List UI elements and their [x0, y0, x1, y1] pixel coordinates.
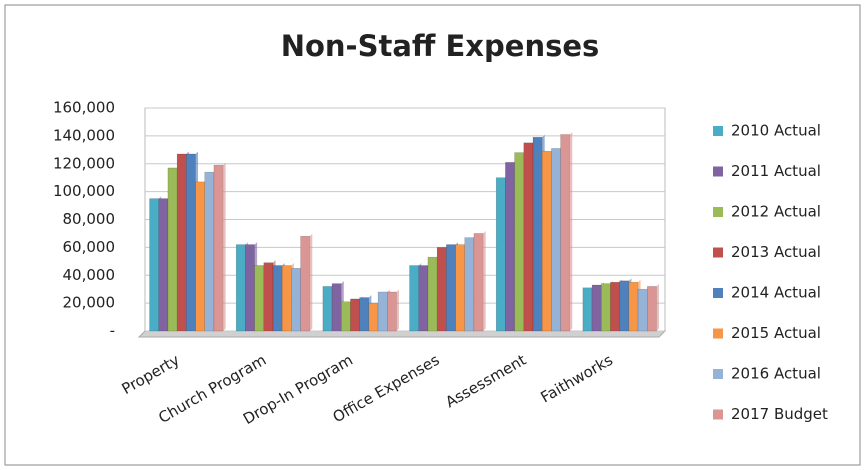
- bar: [149, 198, 159, 332]
- bar: [341, 301, 351, 332]
- bar: [628, 281, 639, 332]
- bar: [235, 244, 246, 332]
- bar: [281, 265, 292, 332]
- bar: [514, 152, 525, 332]
- bar: [427, 256, 438, 332]
- y-tick-label: -: [110, 322, 115, 340]
- bar: [541, 150, 552, 332]
- legend-swatch: [713, 288, 723, 298]
- legend-swatch: [713, 126, 723, 136]
- bar: [195, 181, 205, 332]
- bar-side: [396, 289, 399, 331]
- bar: [446, 244, 456, 332]
- y-tick-label: 100,000: [53, 182, 115, 200]
- bar: [637, 288, 648, 332]
- bar: [359, 297, 370, 332]
- bar: [551, 148, 561, 332]
- bar-group: [473, 230, 486, 332]
- legend-label: 2013 Actual: [731, 243, 821, 261]
- bar: [377, 291, 388, 332]
- bar: [560, 134, 571, 332]
- bar: [523, 142, 534, 332]
- legend-label: 2015 Actual: [731, 324, 821, 342]
- bar: [167, 167, 178, 332]
- bar: [322, 286, 333, 332]
- bar-group: [560, 131, 573, 332]
- bar: [368, 302, 379, 332]
- bar: [582, 287, 593, 332]
- y-tick-label: 120,000: [53, 154, 115, 172]
- bar: [619, 280, 630, 332]
- bar-group: [213, 162, 226, 332]
- y-tick-label: 80,000: [63, 210, 116, 228]
- chart-title: Non-Staff Expenses: [281, 29, 600, 63]
- bar: [505, 162, 515, 332]
- legend-swatch: [713, 369, 723, 379]
- y-tick-label: 60,000: [63, 238, 116, 256]
- legend-label: 2014 Actual: [731, 284, 821, 302]
- bar: [532, 137, 543, 332]
- bar: [409, 265, 419, 332]
- legend-label: 2016 Actual: [731, 365, 821, 383]
- bar: [387, 291, 397, 332]
- bar-group: [387, 289, 399, 332]
- bar: [272, 265, 283, 332]
- bar: [300, 235, 311, 332]
- legend-label: 2010 Actual: [731, 122, 821, 140]
- bar: [254, 265, 265, 332]
- legend-label: 2012 Actual: [731, 203, 821, 221]
- bar: [647, 286, 657, 332]
- bar: [591, 284, 602, 332]
- bar-side: [569, 131, 573, 331]
- legend-swatch: [713, 207, 723, 217]
- bar: [473, 233, 484, 332]
- bar: [186, 153, 196, 332]
- y-tick-label: 160,000: [53, 99, 115, 117]
- plot-floor: [137, 330, 667, 338]
- legend-label: 2011 Actual: [731, 162, 821, 180]
- legend-label: 2017 Budget: [731, 405, 828, 423]
- bar-side: [223, 162, 226, 331]
- bar-group: [647, 283, 659, 332]
- legend-swatch: [713, 328, 723, 339]
- bar: [495, 177, 506, 332]
- bar: [291, 268, 301, 332]
- bar: [350, 298, 360, 332]
- legend-swatch: [713, 247, 723, 258]
- bar: [455, 244, 465, 332]
- bar: [331, 283, 342, 332]
- bar-side: [309, 233, 313, 331]
- bar: [418, 265, 429, 332]
- bar: [263, 262, 274, 332]
- legend-swatch: [713, 166, 723, 177]
- bar-side: [483, 230, 486, 331]
- bar: [436, 247, 447, 332]
- y-tick-label: 20,000: [63, 294, 116, 312]
- bar: [158, 198, 169, 332]
- bar: [601, 283, 611, 332]
- bar: [176, 153, 187, 332]
- y-tick-label: 40,000: [63, 266, 116, 284]
- bar: [213, 164, 224, 332]
- bar-group: [300, 233, 313, 332]
- bar: [464, 237, 475, 332]
- bar-side: [656, 283, 659, 331]
- bar: [610, 281, 620, 332]
- y-tick-label: 140,000: [53, 126, 115, 144]
- legend-swatch: [713, 409, 723, 420]
- bar: [245, 244, 255, 332]
- bar: [204, 171, 215, 332]
